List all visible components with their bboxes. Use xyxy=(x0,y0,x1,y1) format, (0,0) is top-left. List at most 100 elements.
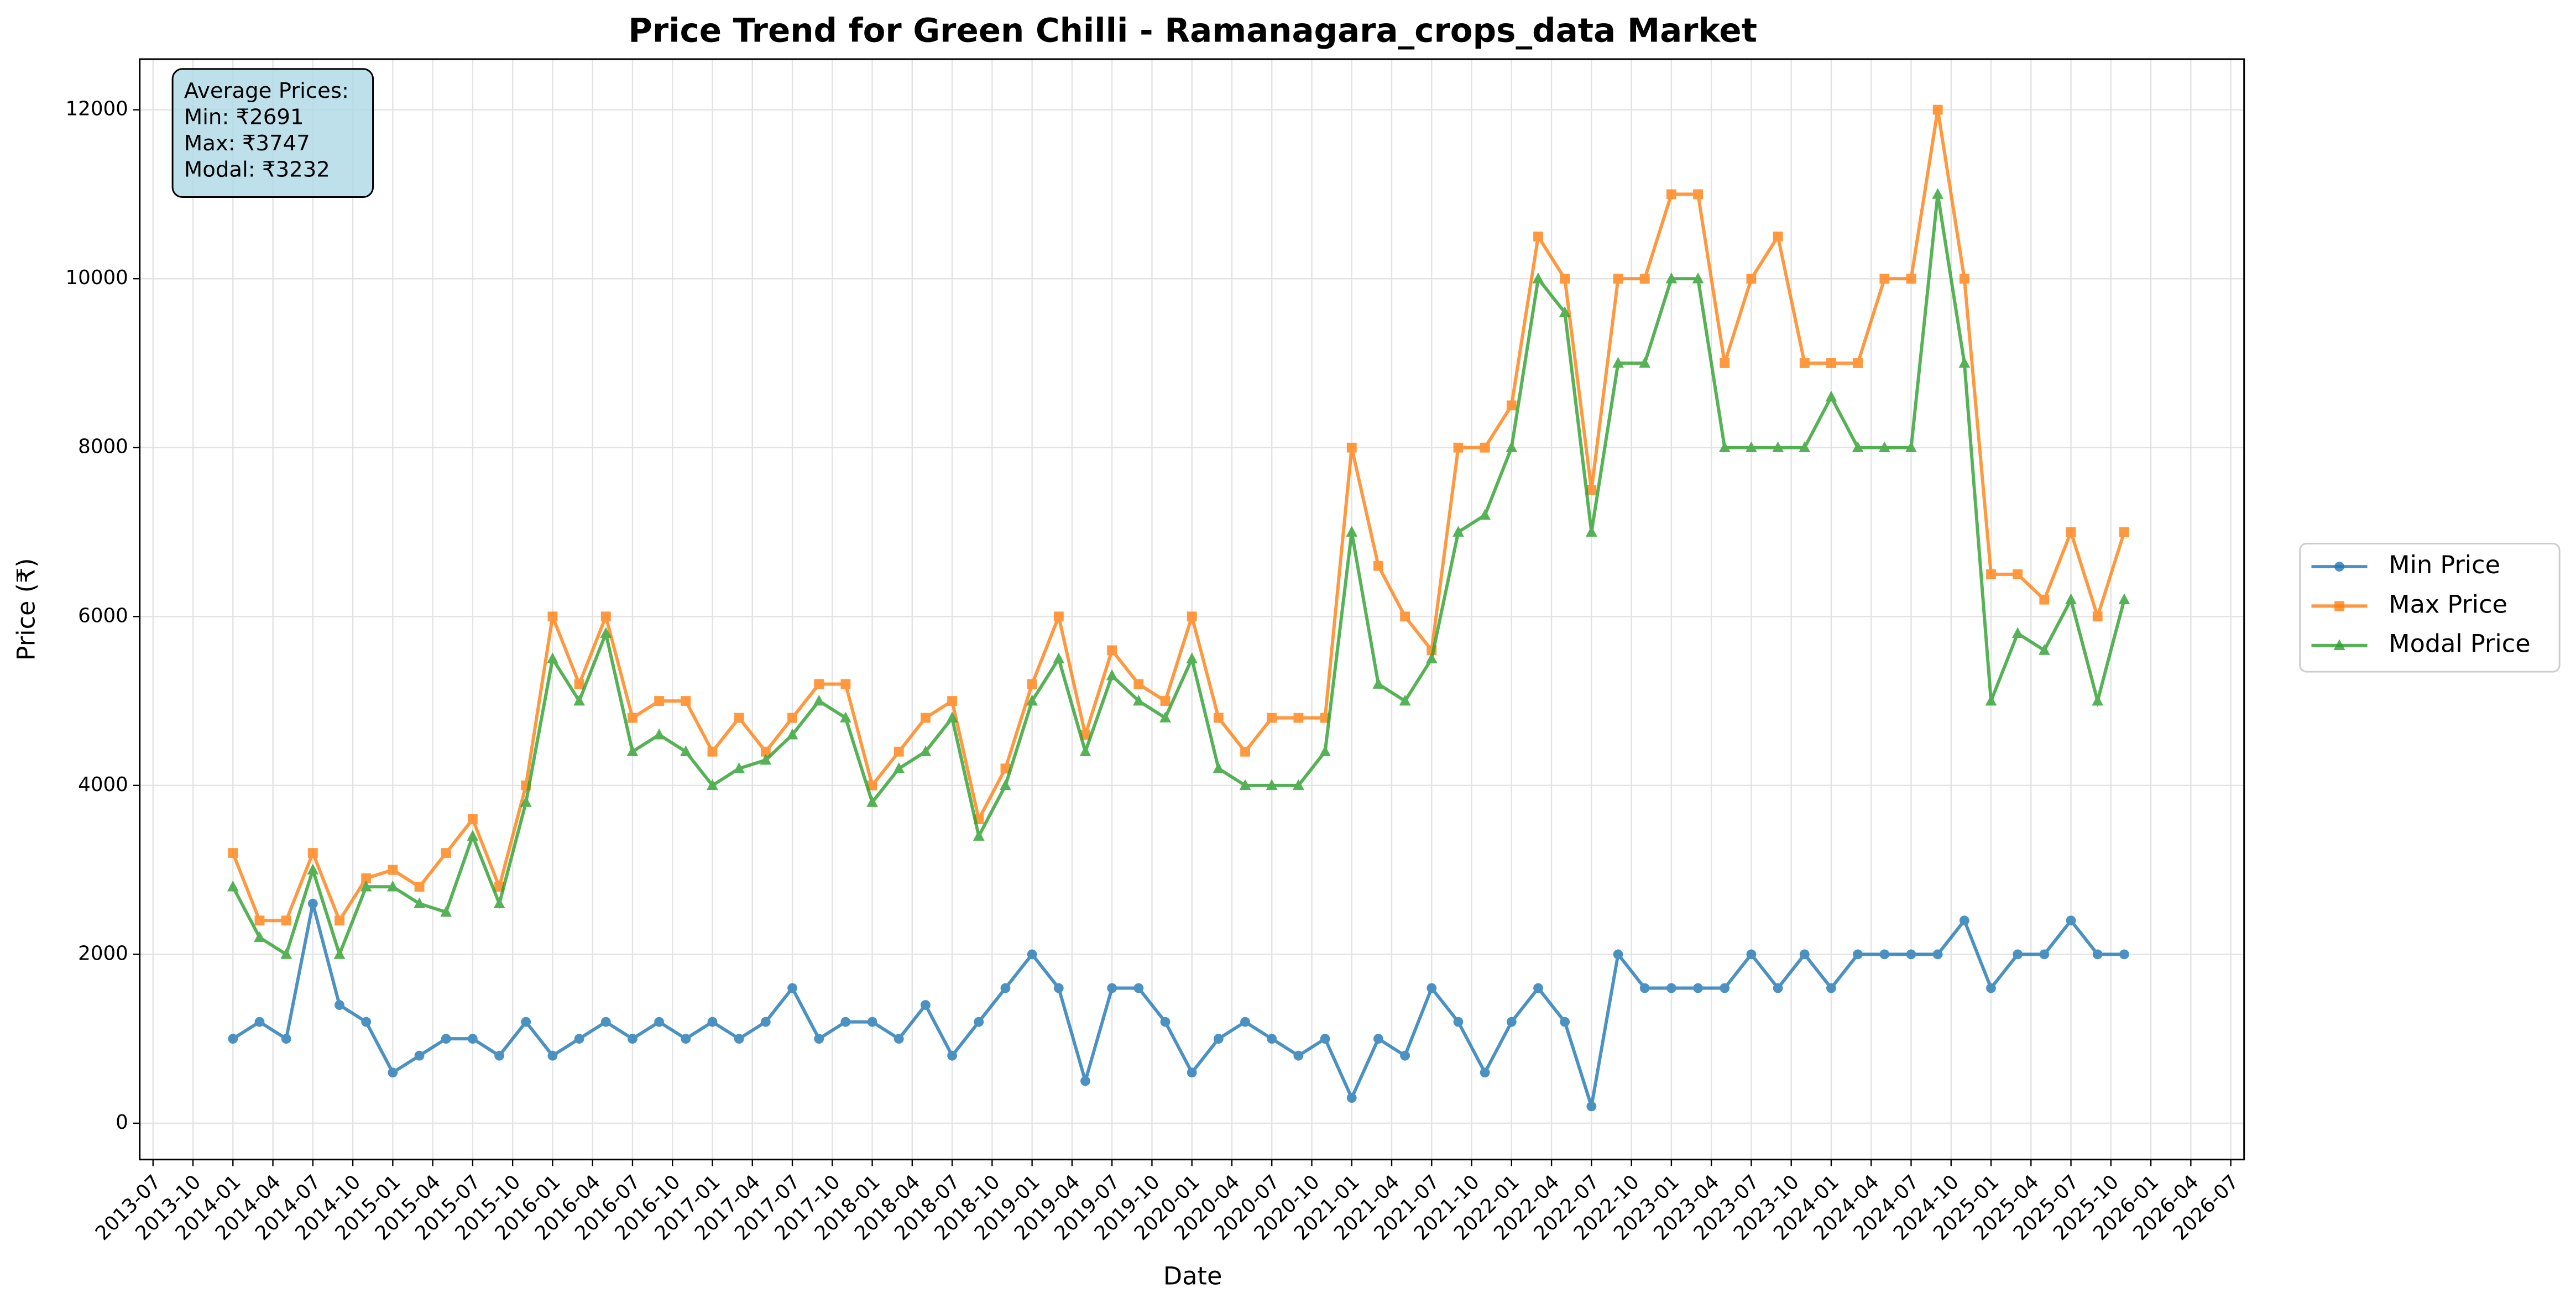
chart-title: Price Trend for Green Chilli - Ramanagar… xyxy=(628,12,1757,50)
marker xyxy=(2119,949,2129,960)
marker xyxy=(947,696,958,706)
marker xyxy=(1026,694,1038,706)
marker xyxy=(1320,1034,1330,1044)
marker xyxy=(307,848,318,858)
marker xyxy=(1240,746,1250,757)
marker xyxy=(467,1034,478,1044)
legend-label: Min Price xyxy=(2389,551,2500,579)
marker xyxy=(2066,527,2076,537)
marker xyxy=(2092,694,2104,706)
marker xyxy=(254,915,265,926)
marker xyxy=(574,1034,584,1044)
marker xyxy=(866,796,878,807)
marker xyxy=(1480,1067,1490,1078)
marker xyxy=(1186,652,1198,663)
marker xyxy=(1666,189,1676,200)
marker xyxy=(1319,745,1331,757)
marker xyxy=(1773,983,1783,993)
marker xyxy=(2039,949,2050,960)
marker xyxy=(520,796,532,807)
annotation-text: Modal: ₹3232 xyxy=(184,157,330,182)
marker xyxy=(1639,983,1650,993)
marker xyxy=(1586,1101,1597,1112)
marker xyxy=(1425,652,1438,663)
marker xyxy=(919,745,932,757)
marker xyxy=(1879,949,1890,960)
marker xyxy=(1160,696,1171,706)
y-tick-label: 10000 xyxy=(65,266,128,289)
marker xyxy=(1533,983,1543,993)
marker xyxy=(1000,779,1011,790)
marker xyxy=(1399,694,1411,706)
marker xyxy=(1986,983,1996,993)
marker xyxy=(1585,526,1597,537)
legend-label: Modal Price xyxy=(2389,630,2530,658)
annotation-box xyxy=(171,68,374,198)
marker xyxy=(626,745,639,757)
marker xyxy=(1718,441,1731,453)
marker xyxy=(1187,1067,1197,1078)
marker xyxy=(1080,1076,1090,1086)
marker xyxy=(1959,274,1969,284)
marker xyxy=(281,1034,291,1044)
y-tick-label: 4000 xyxy=(78,773,128,796)
marker xyxy=(760,1017,771,1027)
marker xyxy=(1480,442,1490,453)
marker xyxy=(307,898,318,909)
annotation-text: Min: ₹2691 xyxy=(184,104,304,129)
marker xyxy=(547,611,558,622)
marker xyxy=(1053,611,1064,622)
marker xyxy=(1106,669,1118,680)
marker xyxy=(974,1017,984,1027)
y-tick-label: 12000 xyxy=(65,98,128,121)
marker xyxy=(1532,272,1544,284)
marker xyxy=(760,746,771,757)
marker xyxy=(2013,949,2023,960)
marker xyxy=(1453,1017,1464,1027)
marker xyxy=(920,1000,931,1010)
marker xyxy=(654,1017,665,1027)
marker xyxy=(1559,306,1571,317)
marker xyxy=(1799,358,1810,368)
marker xyxy=(1986,569,1996,579)
marker xyxy=(1905,441,1917,453)
marker xyxy=(1506,1017,1517,1027)
marker xyxy=(1693,189,1703,200)
marker xyxy=(1560,1017,1570,1027)
marker xyxy=(653,728,665,740)
marker xyxy=(787,983,797,993)
marker xyxy=(654,696,665,706)
marker xyxy=(1266,779,1278,790)
marker xyxy=(1826,358,1836,368)
marker xyxy=(467,830,479,841)
marker xyxy=(840,679,851,689)
marker xyxy=(707,1017,718,1027)
marker xyxy=(1160,1017,1171,1027)
marker xyxy=(920,713,931,723)
marker xyxy=(2011,627,2024,638)
marker xyxy=(1346,442,1357,453)
marker xyxy=(2119,527,2129,537)
marker xyxy=(680,745,692,757)
marker xyxy=(1400,1050,1410,1061)
y-tick-label: 8000 xyxy=(78,436,128,458)
marker xyxy=(228,1034,238,1044)
marker xyxy=(493,897,505,909)
marker xyxy=(1107,983,1117,993)
marker xyxy=(227,880,239,892)
marker xyxy=(280,948,292,959)
marker xyxy=(1000,983,1011,993)
marker xyxy=(1799,441,1811,453)
marker xyxy=(494,1050,504,1061)
marker xyxy=(1612,357,1624,368)
marker xyxy=(467,814,478,824)
marker xyxy=(333,948,346,959)
marker xyxy=(867,780,877,790)
marker xyxy=(2334,562,2344,572)
marker xyxy=(1427,983,1437,993)
marker xyxy=(786,728,798,740)
marker xyxy=(573,694,586,706)
marker xyxy=(1665,272,1678,284)
